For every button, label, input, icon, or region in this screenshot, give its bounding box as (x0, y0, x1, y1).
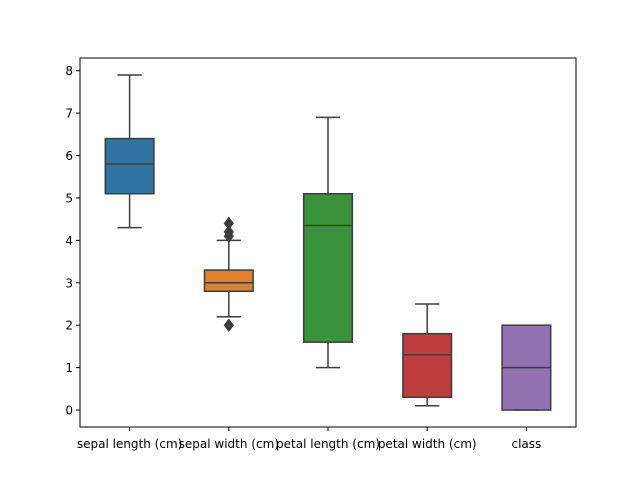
box-body (104, 137, 155, 195)
y-tick-label: 0 (65, 404, 73, 418)
box-sepal-width-cm- (203, 216, 254, 333)
box-sepal-length-cm- (104, 74, 155, 229)
box-class (501, 324, 552, 411)
x-tick-label: class (512, 437, 542, 451)
outlier-point (223, 216, 234, 231)
y-tick-label: 7 (65, 107, 73, 121)
x-tick-label: sepal length (cm) (77, 437, 182, 451)
y-tick-label: 5 (65, 191, 73, 205)
plot-area (104, 74, 552, 411)
y-tick-label: 3 (65, 276, 73, 290)
y-tick-label: 2 (65, 319, 73, 333)
box-body (402, 332, 453, 399)
x-tick-label: petal width (cm) (378, 437, 477, 451)
x-tick-label: sepal width (cm) (179, 437, 279, 451)
y-tick-label: 1 (65, 361, 73, 375)
y-tick-label: 4 (65, 234, 73, 248)
y-tick-label: 8 (65, 64, 73, 78)
outlier-point (223, 225, 234, 239)
box-petal-length-cm- (302, 116, 354, 369)
x-tick-label: petal length (cm) (276, 437, 380, 451)
outlier-point (223, 318, 234, 333)
box-body (203, 269, 254, 293)
y-tick-label: 6 (65, 149, 73, 163)
x-axis: sepal length (cm)sepal width (cm)petal l… (77, 427, 541, 451)
y-axis: 0 1 2 3 4 5 6 7 8 (65, 64, 80, 418)
box-body (302, 192, 354, 343)
box-petal-width-cm- (402, 303, 453, 407)
